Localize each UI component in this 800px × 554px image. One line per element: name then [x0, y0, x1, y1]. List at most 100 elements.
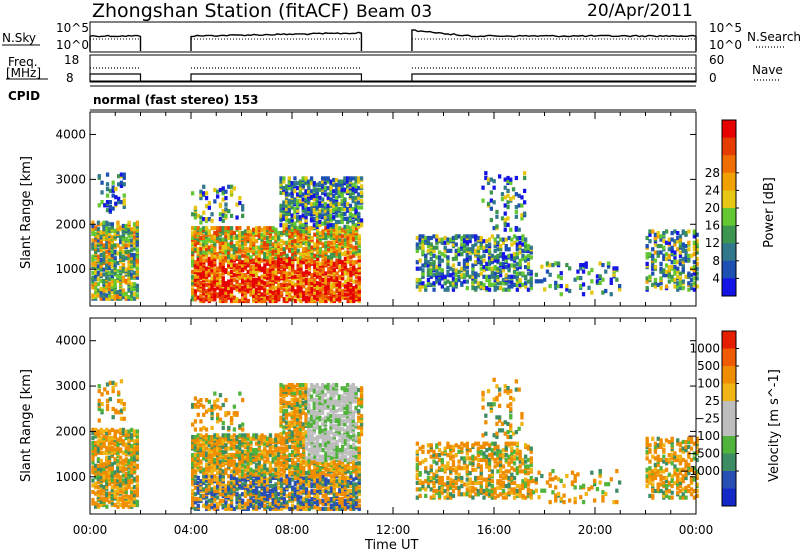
data-cell	[312, 207, 316, 212]
data-cell	[119, 481, 123, 486]
data-cell	[352, 237, 356, 242]
data-cell	[135, 463, 139, 468]
data-cell	[612, 272, 616, 277]
data-cell	[221, 482, 225, 487]
data-cell	[105, 259, 109, 264]
data-cell	[97, 174, 101, 179]
data-cell	[202, 274, 206, 279]
data-cell	[496, 277, 500, 283]
data-cell	[232, 438, 236, 443]
data-cell	[116, 491, 120, 496]
data-cell	[298, 215, 303, 220]
data-cell	[293, 298, 298, 304]
data-cell	[249, 248, 253, 253]
data-cell	[615, 277, 619, 282]
data-cell	[227, 260, 231, 265]
data-cell	[279, 223, 283, 228]
data-cell	[229, 457, 234, 462]
data-cell	[238, 439, 242, 445]
data-cell	[299, 263, 303, 268]
data-cell	[199, 274, 203, 279]
data-cell	[493, 237, 497, 242]
data-cell	[191, 269, 195, 274]
data-cell	[124, 502, 128, 508]
data-cell	[462, 266, 467, 271]
data-cell	[299, 242, 303, 247]
data-cell	[271, 273, 275, 278]
data-cell	[429, 282, 433, 287]
data-cell	[329, 253, 334, 258]
data-cell	[548, 263, 552, 268]
data-cell	[432, 253, 436, 258]
data-cell	[340, 202, 344, 207]
data-cell	[246, 448, 250, 453]
data-cell	[246, 484, 250, 489]
data-cell	[241, 436, 245, 441]
data-cell	[213, 279, 217, 284]
data-cell	[429, 235, 433, 241]
data-cell	[573, 277, 577, 282]
data-cell	[199, 247, 203, 252]
data-cell	[499, 268, 503, 273]
data-cell	[224, 287, 228, 292]
data-cell	[540, 264, 544, 269]
data-cell	[121, 467, 126, 472]
data-cell	[191, 498, 195, 503]
data-cell	[135, 220, 139, 225]
data-cell	[515, 274, 519, 279]
data-cell	[229, 446, 234, 451]
data-cell	[559, 284, 563, 289]
data-cell	[113, 295, 117, 300]
data-cell	[656, 231, 660, 236]
data-cell	[548, 272, 552, 277]
data-cell	[127, 450, 131, 455]
data-cell	[210, 253, 214, 258]
data-cell	[229, 469, 234, 474]
data-cell	[243, 443, 248, 448]
data-cell	[482, 245, 486, 250]
data-cell	[105, 427, 109, 432]
data-cell	[648, 252, 652, 257]
data-cell	[266, 248, 270, 253]
data-cell	[334, 195, 339, 200]
data-cell	[96, 485, 101, 490]
data-cell	[121, 262, 126, 267]
data-cell	[316, 250, 320, 255]
data-cell	[529, 255, 533, 260]
data-cell	[337, 182, 341, 187]
data-cell	[498, 174, 502, 179]
data-cell	[310, 292, 314, 297]
data-cell	[352, 297, 356, 302]
data-cell	[493, 276, 497, 281]
data-cell	[313, 260, 317, 265]
data-cell	[329, 229, 334, 234]
data-cell	[609, 292, 613, 297]
data-cell	[487, 266, 492, 271]
data-cell	[285, 240, 289, 245]
data-cell	[263, 446, 267, 451]
data-cell	[213, 474, 217, 479]
data-cell	[94, 225, 98, 230]
data-cell	[132, 445, 137, 450]
data-cell	[122, 201, 126, 206]
data-cell	[127, 481, 131, 486]
data-cell	[124, 493, 128, 498]
data-cell	[207, 279, 211, 284]
data-cell	[216, 226, 220, 231]
data-cell	[117, 398, 121, 403]
data-cell	[284, 187, 289, 192]
data-cell	[343, 216, 347, 221]
data-cell	[107, 455, 112, 460]
data-cell	[268, 255, 273, 260]
data-cell	[132, 496, 137, 501]
data-cell	[509, 227, 513, 232]
data-cell	[662, 231, 666, 236]
data-cell	[229, 213, 234, 218]
data-cell	[229, 247, 234, 252]
data-cell	[351, 224, 355, 229]
data-cell	[284, 198, 289, 204]
data-cell	[117, 196, 121, 201]
data-cell	[119, 502, 123, 508]
data-cell	[216, 239, 220, 244]
data-cell	[332, 177, 336, 183]
